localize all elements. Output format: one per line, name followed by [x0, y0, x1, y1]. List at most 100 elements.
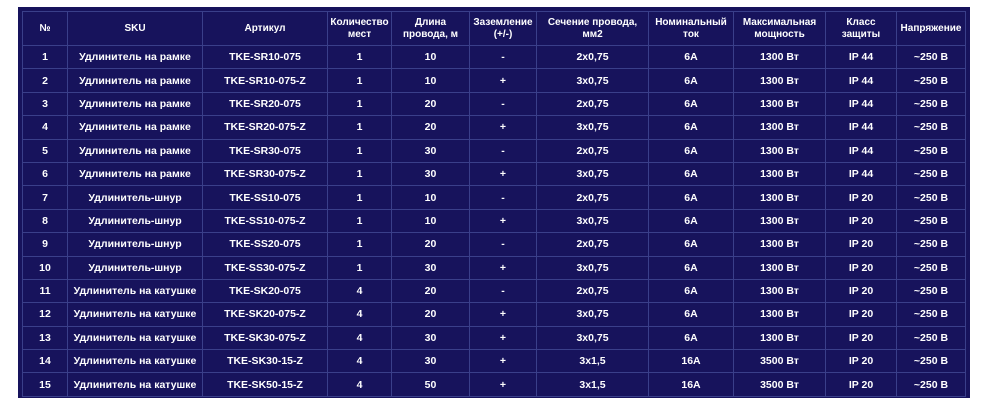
cell-sku: Удлинитель на катушке	[68, 373, 203, 397]
cell-number: 2	[22, 69, 68, 93]
header-wire-section: Сечение провода, мм2	[537, 11, 649, 46]
cell-places: 1	[328, 46, 392, 70]
cell-sku: Удлинитель на рамке	[68, 116, 203, 140]
cell-places: 1	[328, 139, 392, 163]
cell-sku: Удлинитель-шнур	[68, 233, 203, 257]
cell-sku: Удлинитель на катушке	[68, 303, 203, 327]
cell-max-power: 1300 Вт	[734, 326, 826, 351]
cell-rated-current: 6А	[649, 326, 734, 351]
cell-wire-section: 3х0,75	[537, 209, 649, 234]
cell-protection-class: IP 44	[826, 46, 897, 70]
cell-article: TKE-SR10-075	[203, 46, 328, 70]
cell-number: 6	[22, 162, 68, 187]
cell-sku: Удлинитель-шнур	[68, 256, 203, 280]
cell-cord-length: 50	[392, 373, 470, 397]
cell-voltage: ~250 В	[897, 92, 966, 117]
cell-number: 8	[22, 209, 68, 234]
cell-protection-class: IP 20	[826, 256, 897, 280]
cell-grounding: +	[470, 69, 537, 93]
cell-wire-section: 2х0,75	[537, 233, 649, 257]
cell-sku: Удлинитель на катушке	[68, 326, 203, 351]
cell-protection-class: IP 20	[826, 279, 897, 304]
cell-grounding: -	[470, 233, 537, 257]
header-article: Артикул	[203, 11, 328, 46]
table-row: 2 Удлинитель на рамке TKE-SR10-075-Z 1 10 +3х…	[22, 69, 966, 93]
cell-number: 1	[22, 46, 68, 70]
cell-max-power: 1300 Вт	[734, 162, 826, 187]
table-row: 8 Удлинитель-шнур TKE-SS10-075-Z 1 10 +3х0,75…	[22, 209, 966, 234]
cell-grounding: +	[470, 209, 537, 234]
cell-number: 10	[22, 256, 68, 280]
cell-voltage: ~250 В	[897, 209, 966, 234]
cell-rated-current: 16А	[649, 373, 734, 397]
table-row: 4 Удлинитель на рамке TKE-SR20-075-Z 1 20 +3х…	[22, 116, 966, 140]
table-row: 7 Удлинитель-шнур TKE-SS10-075 1 10-2х0,75 6А…	[22, 186, 966, 210]
cell-sku: Удлинитель на рамке	[68, 69, 203, 93]
cell-protection-class: IP 20	[826, 350, 897, 374]
cell-number: 13	[22, 326, 68, 351]
cell-cord-length: 30	[392, 139, 470, 163]
cell-cord-length: 20	[392, 92, 470, 117]
cell-grounding: +	[470, 162, 537, 187]
cell-cord-length: 20	[392, 303, 470, 327]
cell-cord-length: 30	[392, 256, 470, 280]
cell-cord-length: 10	[392, 69, 470, 93]
header-places: Количество мест	[328, 11, 392, 46]
table-row: 15 Удлинитель на катушке TKE-SK50-15-Z 4 50 +…	[22, 373, 966, 397]
cell-sku: Удлинитель на рамке	[68, 139, 203, 163]
cell-rated-current: 6А	[649, 279, 734, 304]
cell-grounding: -	[470, 92, 537, 117]
header-number: №	[22, 11, 68, 46]
cell-article: TKE-SR30-075	[203, 139, 328, 163]
cell-protection-class: IP 20	[826, 303, 897, 327]
cell-places: 1	[328, 162, 392, 187]
cell-wire-section: 2х0,75	[537, 92, 649, 117]
cell-wire-section: 3х0,75	[537, 162, 649, 187]
cell-places: 1	[328, 186, 392, 210]
cell-protection-class: IP 20	[826, 233, 897, 257]
cell-rated-current: 6А	[649, 139, 734, 163]
cell-sku: Удлинитель на катушке	[68, 350, 203, 374]
cell-cord-length: 20	[392, 233, 470, 257]
cell-voltage: ~250 В	[897, 116, 966, 140]
cell-places: 4	[328, 326, 392, 351]
cell-article: TKE-SR20-075	[203, 92, 328, 117]
cell-voltage: ~250 В	[897, 350, 966, 374]
cell-grounding: +	[470, 326, 537, 351]
cell-cord-length: 30	[392, 350, 470, 374]
cell-places: 1	[328, 233, 392, 257]
cell-cord-length: 20	[392, 116, 470, 140]
cell-grounding: -	[470, 139, 537, 163]
cell-wire-section: 2х0,75	[537, 46, 649, 70]
cell-sku: Удлинитель на катушке	[68, 279, 203, 304]
cell-places: 1	[328, 69, 392, 93]
cell-voltage: ~250 В	[897, 46, 966, 70]
cell-sku: Удлинитель-шнур	[68, 186, 203, 210]
table-body: 1 Удлинитель на рамке TKE-SR10-075 1 10-2х0,…	[22, 46, 966, 397]
cell-protection-class: IP 44	[826, 162, 897, 187]
cell-max-power: 1300 Вт	[734, 186, 826, 210]
table-row: 10 Удлинитель-шнур TKE-SS30-075-Z 1 30 +3х0,7…	[22, 256, 966, 280]
cell-max-power: 1300 Вт	[734, 46, 826, 70]
cell-article: TKE-SR20-075-Z	[203, 116, 328, 140]
cell-max-power: 3500 Вт	[734, 350, 826, 374]
table-row: 13 Удлинитель на катушке TKE-SK30-075-Z 4 30…	[22, 326, 966, 351]
cell-grounding: -	[470, 279, 537, 304]
cell-places: 1	[328, 92, 392, 117]
cell-places: 4	[328, 279, 392, 304]
cell-grounding: -	[470, 186, 537, 210]
cell-wire-section: 3х0,75	[537, 256, 649, 280]
cell-article: TKE-SK30-15-Z	[203, 350, 328, 374]
cell-article: TKE-SS30-075-Z	[203, 256, 328, 280]
cell-max-power: 1300 Вт	[734, 303, 826, 327]
cell-rated-current: 6А	[649, 92, 734, 117]
cell-max-power: 3500 Вт	[734, 373, 826, 397]
cell-number: 14	[22, 350, 68, 374]
cell-places: 4	[328, 373, 392, 397]
cell-cord-length: 10	[392, 186, 470, 210]
cell-protection-class: IP 20	[826, 209, 897, 234]
cell-max-power: 1300 Вт	[734, 139, 826, 163]
cell-voltage: ~250 В	[897, 162, 966, 187]
cell-cord-length: 30	[392, 162, 470, 187]
cell-sku: Удлинитель на рамке	[68, 162, 203, 187]
